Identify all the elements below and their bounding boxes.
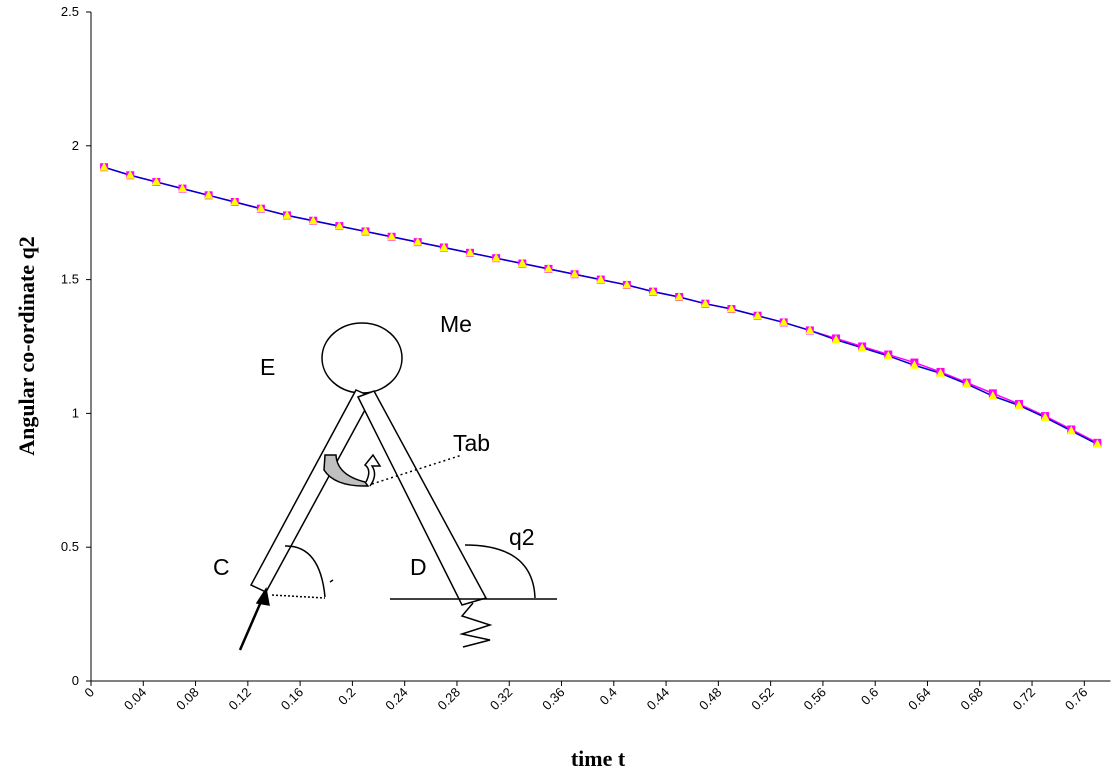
x-tick-label: 0.6	[858, 685, 881, 708]
series-line	[103, 166, 1098, 445]
marker	[726, 304, 736, 313]
x-tick-label: 0.52	[748, 685, 777, 714]
marker	[779, 317, 789, 326]
marker	[596, 274, 606, 284]
annotation: E	[260, 354, 275, 380]
marker	[491, 253, 501, 262]
y-tick-label: 0	[72, 673, 79, 688]
marker	[177, 183, 187, 193]
x-tick-label: 0.64	[905, 685, 934, 714]
y-tick-label: 1	[72, 405, 79, 420]
marker	[962, 378, 972, 388]
annotation: Me	[440, 311, 472, 337]
marker	[1014, 400, 1024, 409]
x-tick-label: 0.16	[278, 685, 307, 714]
annotation: C	[213, 554, 230, 580]
x-tick-label: 0.76	[1062, 685, 1091, 714]
arrow-head	[255, 587, 270, 606]
x-tick-label: 0.04	[121, 685, 150, 714]
marker	[387, 231, 397, 241]
angle-arc	[284, 545, 326, 598]
x-tick-label: 0.44	[644, 685, 673, 714]
x-tick-label: 0.56	[801, 685, 830, 714]
mass	[321, 322, 403, 394]
dotted-line	[371, 454, 463, 485]
marker	[360, 226, 370, 235]
marker	[831, 334, 841, 344]
y-tick-label: 2	[72, 138, 79, 153]
marker	[517, 258, 527, 268]
marker	[936, 368, 946, 377]
marker	[1040, 412, 1050, 421]
x-axis-title: time t	[571, 746, 626, 771]
x-tick-label: 0.4	[597, 685, 620, 708]
marker	[204, 190, 214, 199]
y-axis-title: Angular co-ordinate q2	[14, 236, 39, 456]
x-tick-label: 0.08	[173, 685, 202, 714]
series-line	[103, 166, 1098, 444]
x-tick-label: 0.72	[1010, 685, 1039, 714]
marker	[230, 196, 240, 206]
x-tick-label: 0.24	[382, 685, 411, 714]
marker	[753, 310, 763, 320]
leg	[249, 389, 374, 593]
y-tick-label: 0.5	[61, 539, 79, 554]
marker	[674, 291, 684, 301]
marker	[648, 286, 658, 296]
marker	[413, 237, 423, 246]
y-tick-label: 1.5	[61, 272, 79, 287]
marker	[700, 298, 710, 308]
torque-arrow	[363, 453, 382, 487]
x-tick-label: 0.28	[435, 685, 464, 714]
marker	[308, 215, 318, 225]
annotation: D	[410, 554, 427, 580]
y-tick-label: 2.5	[61, 4, 79, 19]
marker	[622, 279, 632, 289]
x-tick-label: 0.48	[696, 685, 725, 714]
x-tick-label: 0	[81, 685, 97, 701]
annotation: Tab	[453, 430, 490, 456]
marker	[1092, 439, 1102, 448]
x-tick-label: 0.12	[225, 685, 254, 714]
x-tick-label: 0.32	[487, 685, 516, 714]
marker	[151, 176, 161, 186]
leg	[356, 390, 488, 606]
marker	[99, 162, 109, 171]
marker	[282, 210, 292, 219]
torque	[323, 454, 370, 487]
tick	[329, 579, 334, 583]
marker	[857, 342, 867, 352]
x-tick-label: 0.36	[539, 685, 568, 714]
marker	[125, 170, 135, 179]
x-tick-label: 0.68	[957, 685, 986, 714]
dotted-line	[271, 594, 326, 599]
angle-arc	[464, 544, 536, 599]
x-tick-label: 0.2	[335, 685, 358, 708]
marker	[465, 247, 475, 257]
marker	[909, 360, 919, 369]
spring	[459, 602, 493, 648]
force-arrow	[238, 596, 265, 651]
marker	[334, 221, 344, 230]
marker	[988, 391, 998, 400]
annotation: q2	[509, 524, 535, 550]
diagram	[238, 322, 557, 651]
marker	[439, 242, 449, 251]
marker	[883, 350, 893, 360]
marker	[543, 263, 553, 273]
marker	[1066, 425, 1076, 435]
marker	[570, 269, 580, 278]
marker	[256, 203, 266, 213]
marker	[805, 325, 815, 334]
